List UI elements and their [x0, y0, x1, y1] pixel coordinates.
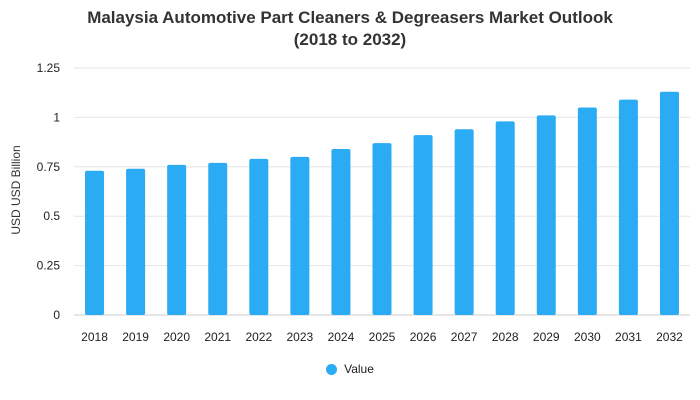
x-tick-label: 2024	[328, 330, 355, 344]
bar-2027[interactable]	[454, 129, 474, 315]
x-tick-label: 2026	[410, 330, 437, 344]
y-axis-ticks: 0 0.25 0.5 0.75 1 1.25	[37, 61, 61, 322]
legend-swatch	[326, 363, 338, 375]
x-tick-label: 2021	[204, 330, 231, 344]
bar-2022[interactable]	[249, 158, 269, 315]
x-tick-label: 2022	[245, 330, 272, 344]
y-tick-label: 0.75	[37, 160, 61, 174]
x-tick-label: 2019	[122, 330, 149, 344]
y-tick-label: 0.25	[37, 259, 61, 273]
bar-2024[interactable]	[331, 149, 351, 315]
bar-2030[interactable]	[577, 107, 597, 316]
x-axis-ticks: 2018 2019 2020 2021 2022 2023 2024 2025 2026 2027…	[81, 330, 683, 344]
bar-2026[interactable]	[413, 135, 433, 315]
x-tick-label: 2027	[451, 330, 478, 344]
bars	[85, 91, 679, 316]
x-tick-label: 2032	[656, 330, 683, 344]
bar-2029[interactable]	[536, 115, 556, 315]
bar-2018[interactable]	[85, 170, 105, 315]
bar-2025[interactable]	[372, 143, 392, 315]
bar-2019[interactable]	[126, 168, 146, 315]
x-tick-label: 2020	[163, 330, 190, 344]
x-tick-label: 2018	[81, 330, 108, 344]
x-tick-label: 2023	[287, 330, 314, 344]
bar-2020[interactable]	[167, 164, 187, 315]
legend-item-value[interactable]: Value	[326, 362, 374, 376]
chart-title-line-2: (2018 to 2032)	[293, 30, 407, 49]
y-tick-label: 0.5	[43, 209, 60, 223]
bar-2023[interactable]	[290, 156, 310, 315]
y-axis-label: USD USD Billion	[9, 145, 23, 234]
bar-2021[interactable]	[208, 162, 228, 315]
chart-title: Malaysia Automotive Part Cleaners & Degr…	[0, 7, 700, 51]
legend: Value	[0, 362, 700, 378]
x-tick-label: 2031	[615, 330, 642, 344]
chart-title-line-1: Malaysia Automotive Part Cleaners & Degr…	[87, 8, 613, 27]
x-tick-label: 2028	[492, 330, 519, 344]
y-tick-label: 1.25	[37, 61, 61, 75]
y-tick-label: 1	[53, 110, 60, 124]
x-tick-label: 2029	[533, 330, 560, 344]
bar-2031[interactable]	[618, 99, 638, 315]
legend-label: Value	[344, 362, 374, 376]
bar-2032[interactable]	[659, 91, 679, 315]
x-tick-label: 2030	[574, 330, 601, 344]
x-tick-label: 2025	[369, 330, 396, 344]
bar-2028[interactable]	[495, 121, 515, 316]
y-tick-label: 0	[53, 308, 60, 322]
